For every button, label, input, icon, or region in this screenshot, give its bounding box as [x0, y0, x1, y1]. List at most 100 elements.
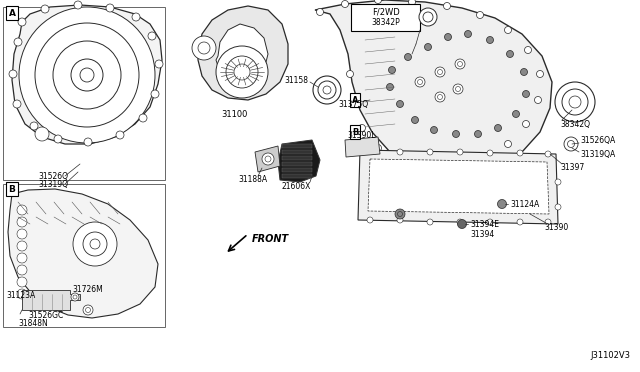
Circle shape — [497, 199, 506, 208]
Circle shape — [395, 209, 405, 219]
Circle shape — [458, 61, 463, 67]
Text: 31526QA: 31526QA — [580, 135, 615, 144]
Circle shape — [74, 1, 82, 9]
Circle shape — [155, 60, 163, 68]
Circle shape — [438, 70, 442, 74]
Bar — [282, 162, 312, 166]
Bar — [282, 174, 312, 178]
Circle shape — [313, 76, 341, 104]
Text: J31102V3: J31102V3 — [590, 351, 630, 360]
Circle shape — [435, 67, 445, 77]
Circle shape — [564, 137, 578, 151]
Circle shape — [569, 96, 581, 108]
Circle shape — [226, 56, 258, 88]
Circle shape — [487, 219, 493, 225]
Circle shape — [388, 67, 396, 74]
Polygon shape — [198, 6, 288, 100]
Circle shape — [358, 125, 365, 131]
Bar — [3, 184, 165, 327]
Text: 31124A: 31124A — [510, 199, 540, 208]
FancyBboxPatch shape — [351, 3, 420, 31]
Circle shape — [216, 46, 268, 98]
Polygon shape — [278, 140, 320, 182]
Circle shape — [424, 44, 431, 51]
Circle shape — [318, 81, 336, 99]
Text: 31100: 31100 — [221, 109, 247, 119]
Circle shape — [9, 70, 17, 78]
Circle shape — [427, 219, 433, 225]
Circle shape — [106, 4, 114, 12]
Circle shape — [555, 204, 561, 210]
Circle shape — [71, 59, 103, 91]
Text: A: A — [8, 9, 15, 17]
Text: 31848N: 31848N — [18, 320, 48, 328]
Circle shape — [151, 90, 159, 98]
Circle shape — [198, 42, 210, 54]
Circle shape — [438, 94, 442, 99]
Circle shape — [404, 54, 412, 61]
Circle shape — [323, 86, 331, 94]
Circle shape — [465, 31, 472, 38]
Circle shape — [80, 68, 94, 82]
Circle shape — [17, 265, 27, 275]
Circle shape — [545, 219, 551, 225]
Circle shape — [545, 151, 551, 157]
Circle shape — [568, 141, 575, 148]
Circle shape — [506, 51, 513, 58]
Circle shape — [374, 0, 381, 3]
Circle shape — [262, 153, 274, 165]
Circle shape — [525, 46, 531, 54]
Circle shape — [397, 217, 403, 223]
Circle shape — [17, 229, 27, 239]
Circle shape — [504, 141, 511, 148]
Circle shape — [17, 241, 27, 251]
Bar — [282, 144, 312, 148]
Text: 31726M: 31726M — [72, 285, 103, 295]
Circle shape — [17, 217, 27, 227]
Circle shape — [453, 84, 463, 94]
Circle shape — [522, 121, 529, 128]
Circle shape — [367, 217, 373, 223]
Text: 31526Q: 31526Q — [38, 171, 68, 180]
Text: 31188A: 31188A — [238, 174, 267, 183]
Circle shape — [17, 277, 27, 287]
Circle shape — [346, 71, 353, 77]
Circle shape — [397, 149, 403, 155]
Circle shape — [481, 158, 488, 166]
Text: F/2WD: F/2WD — [372, 7, 400, 16]
Text: B: B — [352, 128, 358, 137]
Circle shape — [53, 41, 121, 109]
Circle shape — [14, 38, 22, 46]
Circle shape — [431, 126, 438, 134]
Circle shape — [83, 232, 107, 256]
Circle shape — [192, 36, 216, 60]
Circle shape — [73, 222, 117, 266]
Circle shape — [412, 116, 419, 124]
Circle shape — [486, 36, 493, 44]
Circle shape — [477, 12, 483, 19]
Circle shape — [18, 18, 26, 26]
Text: B: B — [8, 185, 15, 193]
Bar — [282, 156, 312, 160]
Polygon shape — [255, 146, 280, 172]
Text: 31375Q: 31375Q — [338, 99, 368, 109]
Bar — [282, 150, 312, 154]
Circle shape — [495, 125, 502, 131]
Text: 31397: 31397 — [560, 163, 584, 171]
Circle shape — [487, 150, 493, 156]
Circle shape — [415, 77, 425, 87]
Circle shape — [132, 13, 140, 21]
Circle shape — [71, 293, 79, 301]
Circle shape — [417, 80, 422, 84]
Text: 31394E: 31394E — [470, 219, 499, 228]
Circle shape — [84, 138, 92, 146]
Circle shape — [456, 87, 461, 92]
Circle shape — [504, 26, 511, 33]
Text: 31526GC: 31526GC — [28, 311, 63, 321]
Circle shape — [86, 308, 90, 312]
Circle shape — [148, 32, 156, 40]
Text: 31390L: 31390L — [347, 131, 376, 140]
Polygon shape — [345, 137, 380, 157]
Circle shape — [513, 110, 520, 118]
Circle shape — [41, 5, 49, 13]
